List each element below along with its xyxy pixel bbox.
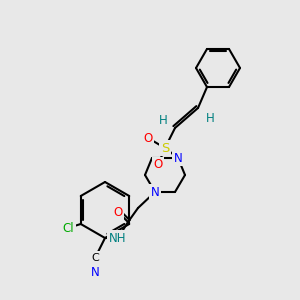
Text: O: O bbox=[143, 131, 153, 145]
Text: H: H bbox=[206, 112, 214, 124]
Text: NH: NH bbox=[109, 232, 127, 244]
Text: S: S bbox=[161, 142, 169, 154]
Text: Cl: Cl bbox=[62, 221, 74, 235]
Text: H: H bbox=[159, 113, 167, 127]
Text: N: N bbox=[91, 266, 99, 278]
Text: N: N bbox=[174, 152, 182, 164]
Text: O: O bbox=[113, 206, 123, 218]
Text: O: O bbox=[153, 158, 163, 172]
Text: N: N bbox=[151, 185, 159, 199]
Text: C: C bbox=[91, 253, 99, 263]
